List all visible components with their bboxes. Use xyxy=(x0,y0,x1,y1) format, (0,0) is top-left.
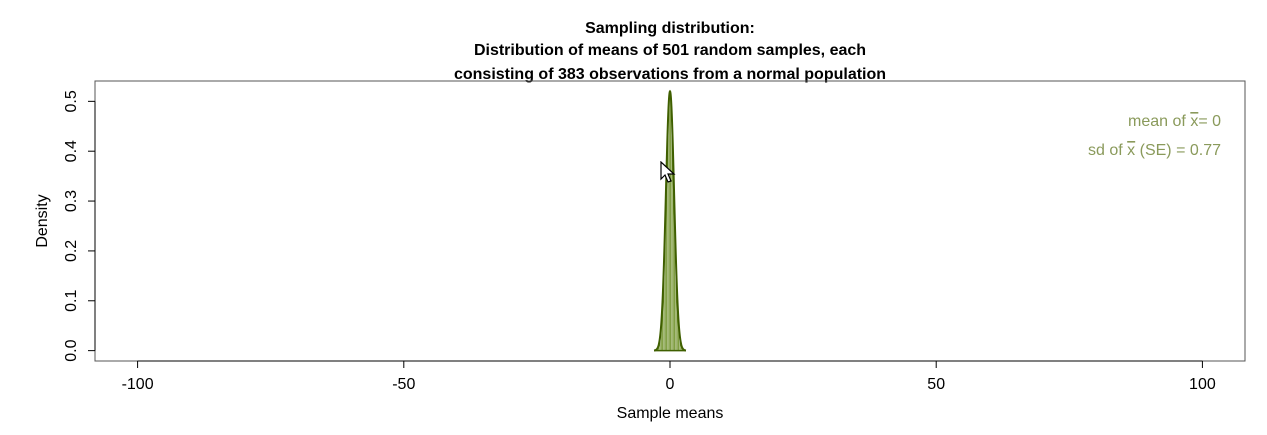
x-tick-label: -50 xyxy=(392,376,415,393)
x-axis-label: Sample means xyxy=(617,405,724,422)
y-tick-label: 0.2 xyxy=(63,240,80,262)
chart-title: Sampling distribution: Distribution of me… xyxy=(454,20,886,83)
x-bar-symbol: x xyxy=(1127,142,1135,159)
x-tick-label: 50 xyxy=(927,376,945,393)
chart-title-line: Distribution of means of 501 random samp… xyxy=(474,42,866,59)
chart-title-line: consisting of 383 observations from a no… xyxy=(454,66,886,83)
histogram-bar xyxy=(669,94,672,351)
x-axis: -100 -50 0 50 100 xyxy=(122,360,1216,393)
stat-line: mean of x= 0 xyxy=(1128,113,1221,130)
stat-prefix: sd of xyxy=(1088,142,1127,159)
x-tick-label: 100 xyxy=(1189,376,1216,393)
y-tick-label: 0.4 xyxy=(63,140,80,162)
stat-suffix: (SE) = 0.77 xyxy=(1135,142,1221,159)
stat-line: sd of x (SE) = 0.77 xyxy=(1088,142,1221,159)
histogram-bar xyxy=(668,94,671,351)
y-axis-label: Density xyxy=(34,194,51,247)
y-tick-label: 0.3 xyxy=(63,190,80,212)
chart-title-line: Sampling distribution: xyxy=(585,20,755,37)
density-curve-line xyxy=(653,89,687,352)
density-curve xyxy=(653,89,687,352)
stats-annotation: mean of x= 0sd of x (SE) = 0.77 xyxy=(1088,113,1221,159)
x-tick-label: -100 xyxy=(122,376,154,393)
histogram-bars xyxy=(653,94,687,351)
stat-prefix: mean of xyxy=(1128,113,1190,130)
y-tick-label: 0.5 xyxy=(63,90,80,112)
y-tick-label: 0.0 xyxy=(63,339,80,361)
y-axis: 0.0 0.1 0.2 0.3 0.4 0.5 xyxy=(63,90,96,362)
stat-suffix: = 0 xyxy=(1198,113,1221,130)
mouse-cursor-icon xyxy=(660,161,676,183)
x-bar-symbol: x xyxy=(1190,113,1198,130)
y-tick-label: 0.1 xyxy=(63,290,80,312)
x-tick-label: 0 xyxy=(666,376,675,393)
